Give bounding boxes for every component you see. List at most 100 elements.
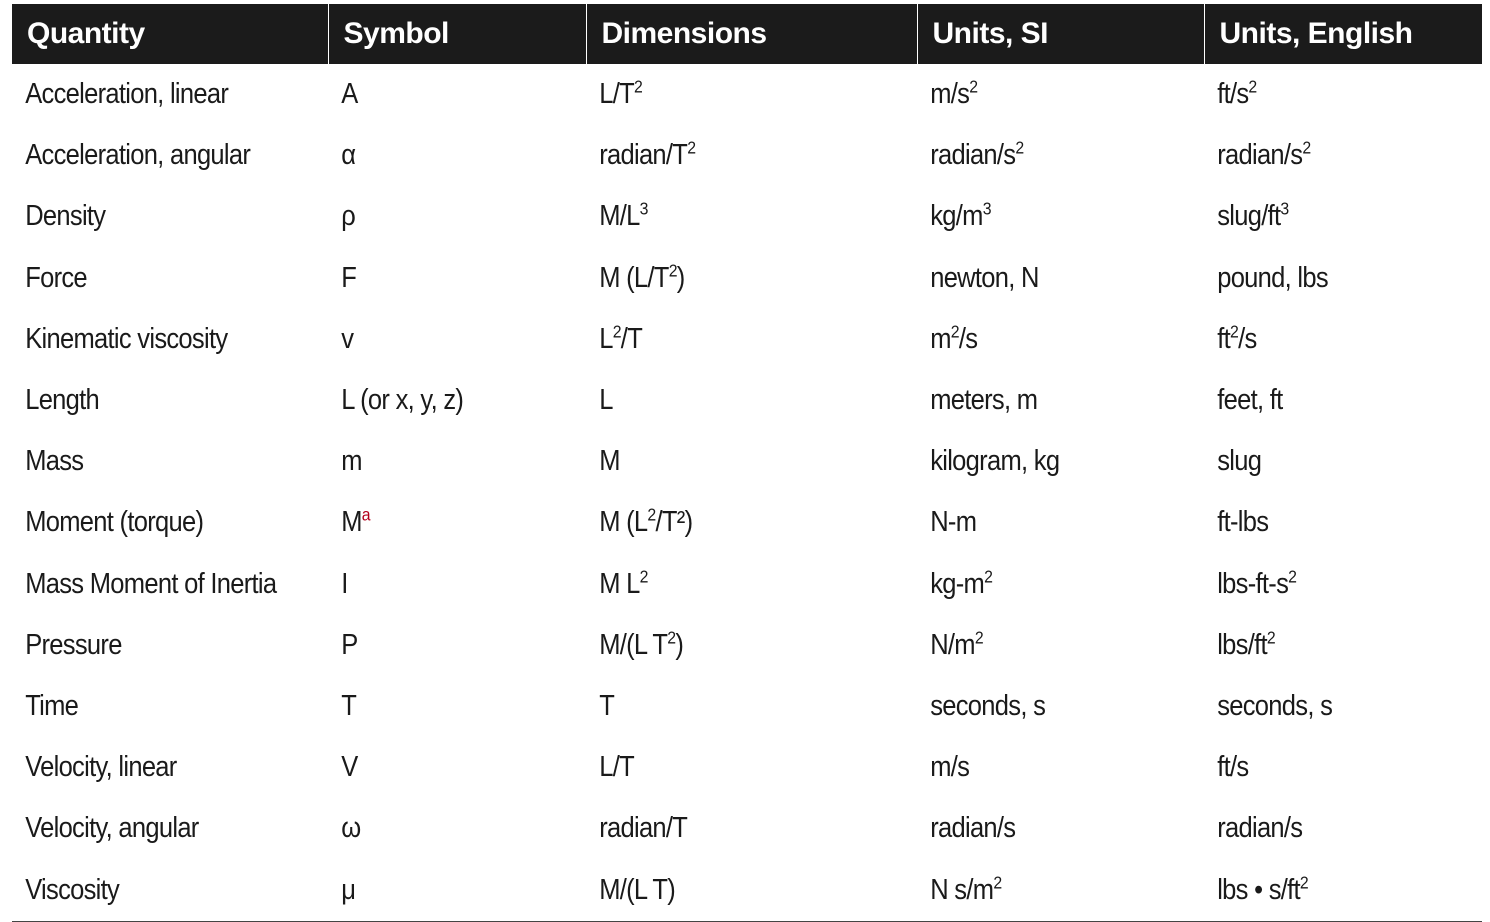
cell-units-english: radian/s <box>1204 798 1449 859</box>
superscript: 2 <box>1229 321 1239 342</box>
header-units-english: Units, English <box>1203 4 1482 64</box>
cell-quantity: Acceleration, angular <box>12 125 290 186</box>
cell-units-si: kilogram, kg <box>917 431 1170 492</box>
cell-units-si: newton, N <box>917 248 1170 309</box>
superscript: 2 <box>1288 565 1297 586</box>
cell-dimensions-text: M/L <box>599 200 640 233</box>
cell-symbol: α <box>328 125 555 186</box>
cell-units-si-text: kilogram, kg <box>930 445 1060 478</box>
cell-symbol-text: A <box>341 78 358 111</box>
cell-symbol-text: T <box>341 689 357 722</box>
table-row: Density ρ M/L3 kg/m3 slug/ft3 <box>12 186 1482 247</box>
superscript: 2 <box>974 627 984 648</box>
cell-symbol-text: ω <box>341 812 361 845</box>
superscript: 2 <box>969 76 978 97</box>
cell-quantity-text: Length <box>25 384 100 417</box>
superscript: 2 <box>1302 137 1311 158</box>
cell-dimensions-text: M/(L T <box>599 628 668 661</box>
cell-units-si-text: kg/m <box>930 200 983 233</box>
superscript: 2 <box>687 137 696 158</box>
superscript: 2 <box>984 565 993 586</box>
table-row: Velocity, angular ω radian/T radian/s radian… <box>12 798 1482 859</box>
superscript: 2 <box>668 260 678 280</box>
cell-units-english: lbs-ft-s2 <box>1204 554 1449 615</box>
cell-quantity: Moment (torque) <box>12 492 290 553</box>
cell-dimensions-suffix: /T <box>620 322 643 355</box>
header-symbol: Symbol <box>327 4 586 64</box>
header-units-si: Units, SI <box>916 4 1204 64</box>
cell-dimensions: M/(L T) <box>586 859 877 920</box>
cell-symbol-text: M <box>341 506 362 539</box>
cell-quantity-text: Pressure <box>25 628 122 661</box>
cell-dimensions-suffix: ) <box>675 628 684 661</box>
cell-units-si: radian/s2 <box>917 125 1170 186</box>
cell-dimensions: radian/T2 <box>586 125 877 186</box>
cell-units-si: N s/m2 <box>917 859 1170 920</box>
cell-dimensions-text: M L <box>599 567 640 600</box>
cell-units-si: meters, m <box>917 370 1170 431</box>
table-header: Quantity Symbol Dimensions Units, SI Uni… <box>12 4 1482 64</box>
cell-units-english-text: ft/s <box>1217 751 1249 784</box>
cell-units-english: feet, ft <box>1204 370 1449 431</box>
cell-dimensions: L/T <box>586 737 877 798</box>
cell-units-si-text: radian/s <box>930 139 1016 172</box>
cell-units-english-text: ft-lbs <box>1217 506 1269 539</box>
cell-units-si-text: m <box>930 322 951 355</box>
superscript: 2 <box>612 321 622 342</box>
superscript: 2 <box>667 627 676 648</box>
cell-symbol-text: μ <box>341 873 356 906</box>
cell-units-english: ft/s2 <box>1204 64 1449 125</box>
cell-units-english-text: pound, lbs <box>1217 261 1328 294</box>
superscript: 2 <box>1248 76 1257 97</box>
cell-symbol-text: P <box>341 628 358 661</box>
cell-dimensions-suffix: /T²) <box>655 506 694 539</box>
cell-units-english-text: ft <box>1217 322 1230 355</box>
superscript: 3 <box>639 198 649 219</box>
cell-quantity-text: Viscosity <box>25 873 120 906</box>
cell-symbol-text: m <box>341 445 362 478</box>
cell-dimensions: M (L/T2) <box>586 248 877 309</box>
cell-dimensions-text: radian/T <box>599 139 688 172</box>
cell-symbol-text: ρ <box>341 200 356 233</box>
units-table: Quantity Symbol Dimensions Units, SI Uni… <box>12 4 1482 921</box>
cell-symbol: v <box>328 309 555 370</box>
cell-units-english: radian/s2 <box>1204 125 1449 186</box>
cell-dimensions: L2/T <box>586 309 877 370</box>
cell-symbol: ω <box>328 798 555 859</box>
cell-dimensions-text: M (L <box>599 506 648 539</box>
cell-dimensions: radian/T <box>586 798 877 859</box>
cell-dimensions-text: M/(L T) <box>599 873 676 906</box>
cell-dimensions: M (L2/T²) <box>586 492 877 553</box>
cell-quantity: Velocity, linear <box>12 737 290 798</box>
cell-dimensions: M/L3 <box>586 186 877 247</box>
cell-dimensions-text: T <box>599 689 615 722</box>
header-row: Quantity Symbol Dimensions Units, SI Uni… <box>12 4 1482 64</box>
cell-units-si-text: seconds, s <box>930 689 1046 722</box>
superscript: 2 <box>993 871 1002 892</box>
cell-symbol: μ <box>328 859 555 920</box>
cell-symbol: m <box>328 431 555 492</box>
superscript: 2 <box>1299 871 1309 892</box>
cell-dimensions-text: radian/T <box>599 812 688 845</box>
cell-quantity-text: Acceleration, linear <box>25 78 229 111</box>
cell-dimensions-text: L <box>599 322 613 355</box>
cell-units-si-text: m/s <box>930 751 970 784</box>
cell-units-si: m/s2 <box>917 64 1170 125</box>
units-table-container: Quantity Symbol Dimensions Units, SI Uni… <box>12 4 1482 922</box>
cell-quantity: Mass <box>12 431 290 492</box>
cell-units-si-text: meters, m <box>930 384 1038 417</box>
cell-units-english-text: ft/s <box>1217 78 1249 111</box>
table-body: Acceleration, linear A L/T2 m/s2 ft/s2 Accele… <box>12 64 1482 921</box>
cell-units-si-text: m/s <box>930 78 970 111</box>
table-row: Moment (torque) Ma M (L2/T²) N-m ft-lbs <box>12 492 1482 553</box>
cell-symbol: ρ <box>328 186 555 247</box>
bottom-rule <box>12 920 1482 922</box>
header-quantity: Quantity <box>27 17 145 50</box>
header-dimensions: Dimensions <box>585 4 917 64</box>
cell-dimensions-text: L/T <box>599 78 634 111</box>
cell-dimensions: T <box>586 676 877 737</box>
cell-symbol: F <box>328 248 555 309</box>
cell-units-english: lbs • s/ft2 <box>1204 859 1449 920</box>
cell-units-english-text: lbs-ft-s <box>1217 567 1289 600</box>
cell-dimensions-text: M (L/T <box>599 261 669 294</box>
